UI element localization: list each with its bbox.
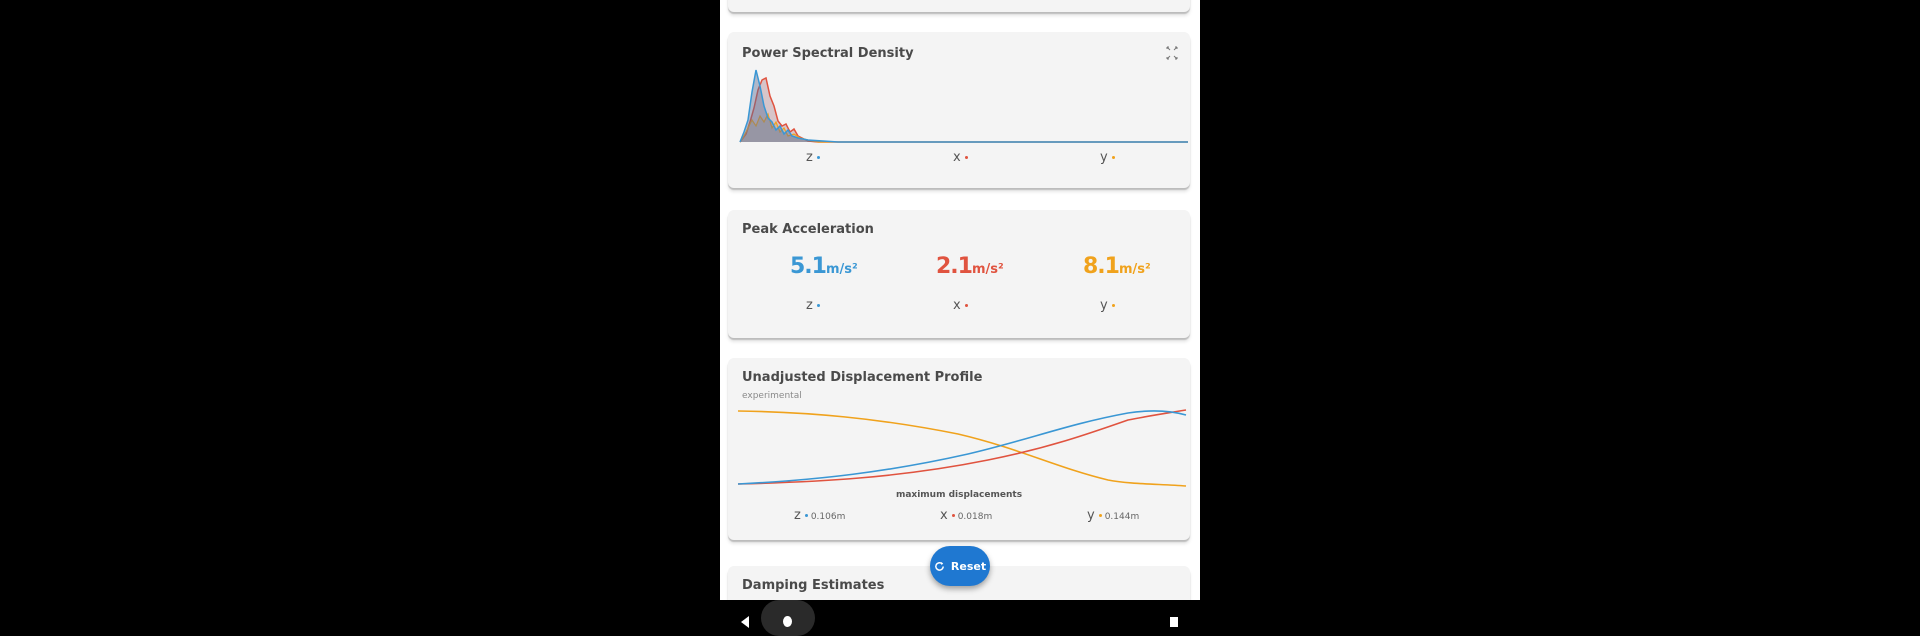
displacement-legend-y: y 0.144m xyxy=(1087,508,1140,523)
psd-chart xyxy=(739,69,1188,143)
home-icon[interactable] xyxy=(783,616,792,627)
psd-legend-x: x xyxy=(953,150,968,165)
reset-button[interactable]: Reset xyxy=(930,546,990,586)
psd-series-x xyxy=(739,76,1188,143)
psd-card: Power Spectral Density z x y xyxy=(728,32,1190,188)
expand-icon[interactable] xyxy=(1166,46,1178,60)
peak-z-value: 5.1m/s² xyxy=(790,254,858,279)
previous-card xyxy=(728,0,1190,12)
psd-legend-z: z xyxy=(806,150,820,165)
displacement-legend-x: x 0.018m xyxy=(940,508,993,523)
displacement-series-x xyxy=(737,409,1187,485)
displacement-chart xyxy=(737,409,1187,487)
displacement-series-y xyxy=(737,410,1187,487)
psd-series-z xyxy=(739,69,1188,143)
displacement-title: Unadjusted Displacement Profile xyxy=(742,370,983,385)
psd-series-y xyxy=(739,112,1188,143)
app-screen: Power Spectral Density z x y Peak Accele… xyxy=(720,0,1200,600)
recent-apps-icon[interactable] xyxy=(1170,617,1178,627)
psd-title: Power Spectral Density xyxy=(742,46,914,61)
peak-y-value: 8.1m/s² xyxy=(1083,254,1151,279)
refresh-icon xyxy=(935,561,944,571)
peak-title: Peak Acceleration xyxy=(742,222,874,237)
peak-x-value: 2.1m/s² xyxy=(936,254,1004,279)
back-icon[interactable] xyxy=(741,616,749,628)
peak-legend-x: x xyxy=(953,298,968,313)
navigation-bar xyxy=(720,600,1200,636)
psd-legend-y: y xyxy=(1100,150,1115,165)
displacement-legend-z: z 0.106m xyxy=(794,508,846,523)
displacement-series-z xyxy=(737,410,1187,485)
reset-label: Reset xyxy=(950,559,987,573)
displacement-subtitle: experimental xyxy=(742,391,802,401)
displacement-card: Unadjusted Displacement Profile experime… xyxy=(728,358,1190,540)
peak-legend-z: z xyxy=(806,298,820,313)
peak-legend-y: y xyxy=(1100,298,1115,313)
damping-title: Damping Estimates xyxy=(742,578,885,593)
peak-acceleration-card: Peak Acceleration 5.1m/s² 2.1m/s² 8.1m/s… xyxy=(728,210,1190,338)
max-displacement-label: maximum displacements xyxy=(895,490,1023,500)
